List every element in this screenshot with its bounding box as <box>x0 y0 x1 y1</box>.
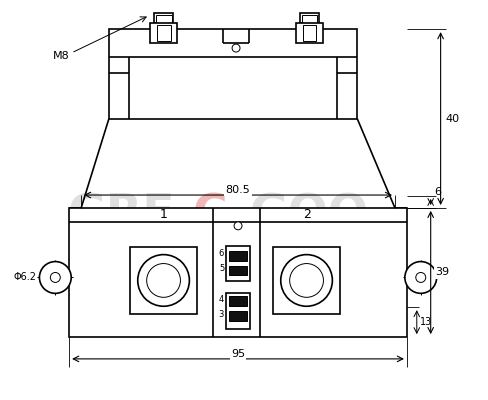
Circle shape <box>405 262 437 293</box>
Bar <box>226 246 250 282</box>
Bar <box>150 23 178 43</box>
Circle shape <box>40 262 71 293</box>
Bar <box>156 15 171 25</box>
Bar <box>229 251 247 260</box>
Text: 5: 5 <box>219 264 224 273</box>
Circle shape <box>234 222 242 230</box>
Bar <box>229 296 247 306</box>
Bar <box>69 208 407 337</box>
Bar <box>226 293 250 329</box>
Text: 2: 2 <box>303 208 310 221</box>
Circle shape <box>232 44 240 52</box>
Text: GOO: GOO <box>250 192 369 237</box>
Text: 40: 40 <box>446 114 460 124</box>
Text: 39: 39 <box>436 268 449 278</box>
Bar <box>154 13 174 23</box>
Text: 3: 3 <box>219 310 224 319</box>
Text: 6: 6 <box>435 187 442 197</box>
Text: 6: 6 <box>219 249 224 258</box>
Bar <box>157 25 170 41</box>
Text: 13: 13 <box>420 317 432 327</box>
Bar <box>303 25 317 41</box>
Text: 4: 4 <box>219 295 224 304</box>
Bar <box>273 247 340 314</box>
Text: Φ6.2: Φ6.2 <box>14 272 37 282</box>
Text: 80.5: 80.5 <box>225 185 250 195</box>
Circle shape <box>50 272 61 282</box>
Text: M8: M8 <box>53 51 70 61</box>
Bar <box>302 15 318 25</box>
Circle shape <box>290 264 324 297</box>
Circle shape <box>416 272 426 282</box>
Bar <box>109 29 357 118</box>
Circle shape <box>138 255 189 306</box>
Bar <box>296 23 324 43</box>
Text: 1: 1 <box>160 208 167 221</box>
Circle shape <box>147 264 181 297</box>
Circle shape <box>281 255 332 306</box>
Text: GRE: GRE <box>68 192 176 237</box>
Bar <box>229 266 247 276</box>
Bar <box>229 311 247 321</box>
Bar <box>130 247 197 314</box>
Bar <box>300 13 320 23</box>
Text: 95: 95 <box>231 349 245 359</box>
Text: C: C <box>193 192 227 237</box>
